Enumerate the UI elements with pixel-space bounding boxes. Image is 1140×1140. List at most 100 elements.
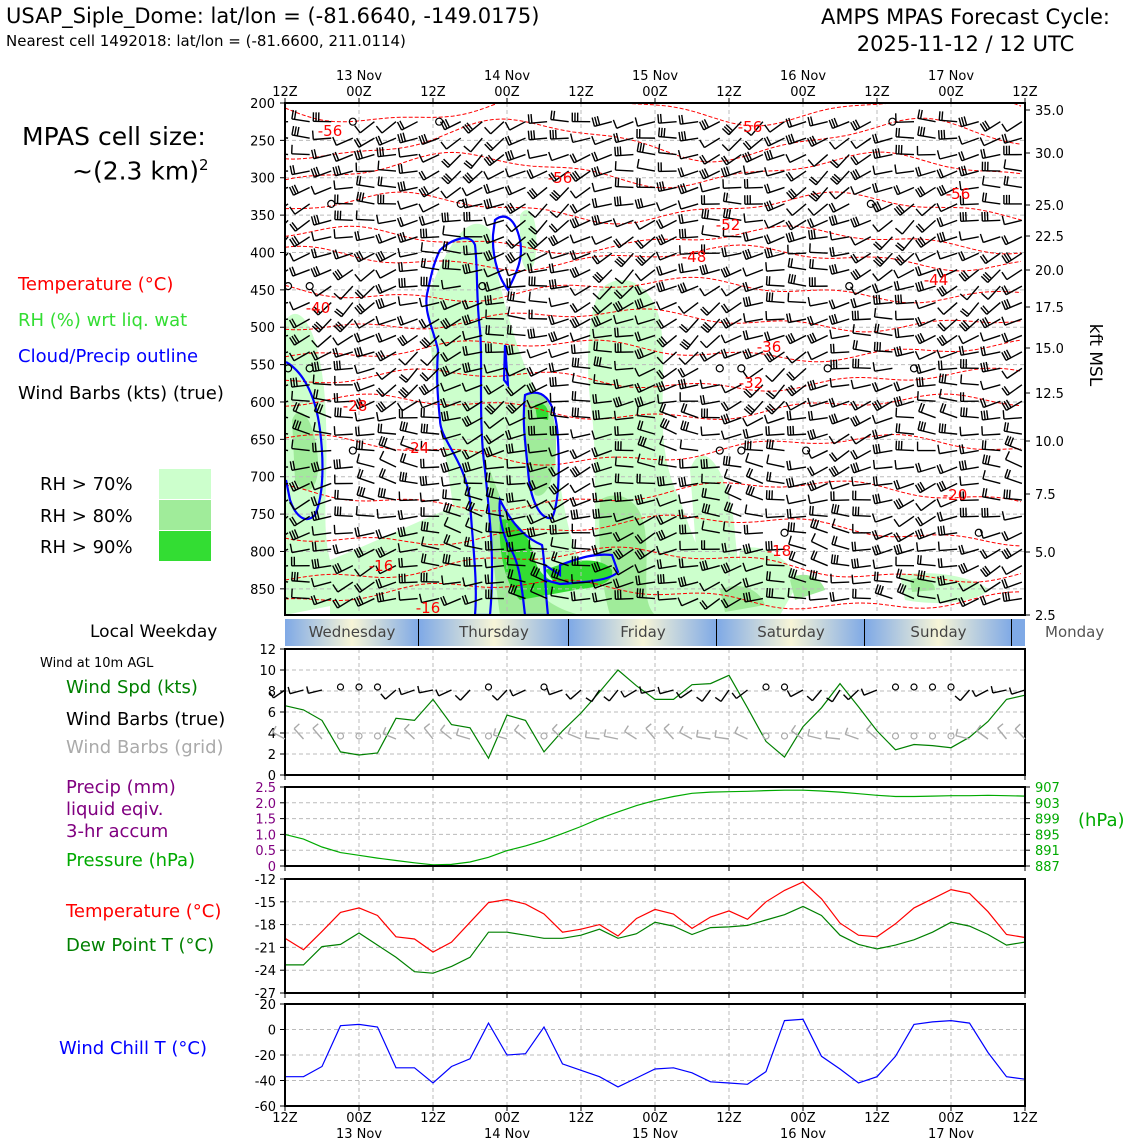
- wind-barb-flag: [960, 374, 963, 384]
- wind-barb-flag: [895, 206, 903, 215]
- wind-barb-flag: [828, 203, 834, 213]
- wind-barb-flag: [404, 422, 409, 432]
- wind-barb-shaft: [530, 400, 548, 409]
- wind-barb-shaft: [285, 219, 289, 225]
- wind-barb: [958, 165, 979, 177]
- wind-barb-flag: [594, 508, 598, 519]
- wind-barbs-true-label: Wind Barbs (true): [66, 709, 226, 730]
- wind-barb: [548, 151, 569, 162]
- wind-barb-shaft: [982, 416, 1001, 421]
- wind-barb-flag: [958, 444, 962, 454]
- wind-barb-flag: [917, 166, 922, 176]
- wind-barb: [356, 486, 375, 501]
- wind-barb-flag: [875, 444, 879, 454]
- wind-barb-flag: [961, 308, 970, 315]
- wind-barb: [852, 490, 871, 501]
- wind-barb-shaft: [421, 466, 440, 469]
- wind-barb-flag: [871, 134, 876, 144]
- wind-barb-flag: [806, 219, 812, 228]
- wind-barb-shaft: [749, 384, 764, 399]
- wind-barb-flag: [288, 352, 295, 362]
- wind-barb-flag: [484, 459, 487, 469]
- wind-barb-flag: [634, 516, 640, 526]
- wind-barb-flag: [725, 266, 731, 276]
- wind-barb-flag: [812, 429, 817, 439]
- wind-barb-flag: [656, 371, 663, 380]
- wind-barb-flag: [922, 570, 926, 581]
- wind-barb-shaft: [486, 367, 505, 374]
- wind-barb-shaft: [421, 499, 440, 503]
- wind-barb-shaft: [339, 318, 354, 333]
- wind-barb-flag: [447, 259, 450, 269]
- wind-barb-shaft: [813, 154, 829, 167]
- wind-barb-shaft: [421, 544, 440, 550]
- wind-barb-flag: [812, 379, 817, 389]
- wind-barb: [894, 460, 915, 470]
- wind-barb-flag: [680, 402, 685, 412]
- wind-barb-flag: [571, 218, 577, 227]
- wind-barb: [353, 137, 375, 148]
- wind-barb-shaft: [660, 318, 677, 330]
- wind-barb-flag: [829, 377, 833, 388]
- wind-barb: [914, 299, 936, 310]
- wind-barb-flag: [310, 511, 315, 521]
- wind-barb-flag: [400, 373, 409, 381]
- wind-barb: [659, 402, 677, 419]
- barb-shaft: [293, 728, 305, 740]
- wind-barb-flag: [400, 527, 404, 537]
- wind-barb-flag: [338, 360, 341, 370]
- height-tick-label: 15.0: [1035, 342, 1064, 357]
- wind-barb-flag: [592, 328, 595, 338]
- wind-barb: [505, 400, 526, 414]
- wind-barb-flag: [487, 325, 491, 335]
- wind-barb-flag: [637, 494, 641, 504]
- wind-barb-flag: [893, 518, 900, 527]
- wind-barb: [785, 477, 807, 489]
- wind-barb: [634, 269, 656, 282]
- wind-barb: [936, 184, 958, 197]
- wind-barb-shaft: [1005, 236, 1023, 246]
- wind-barb-shaft: [466, 433, 483, 445]
- wind-barb-shaft: [831, 236, 850, 241]
- wind-barb: [483, 446, 505, 458]
- wind-barb-flag: [1001, 511, 1005, 521]
- wind-barb: [699, 182, 720, 193]
- wind-barb-shaft: [836, 170, 850, 185]
- wind-barb: [418, 297, 440, 308]
- wind-barb-shaft: [895, 318, 915, 321]
- wind-barb-flag: [763, 235, 769, 245]
- wind-barb-flag: [357, 426, 360, 436]
- wind-barb-flag: [420, 318, 427, 328]
- wind-barb: [418, 399, 440, 409]
- wind-barb-flag: [419, 476, 422, 486]
- height-tick-label: 12.5: [1035, 387, 1064, 402]
- wind-barb-flag: [334, 310, 343, 318]
- wind-barb-shaft: [767, 417, 785, 425]
- wind-barb-flag: [768, 588, 771, 598]
- wind-barb-flag: [292, 401, 298, 411]
- wind-barb: [785, 332, 807, 345]
- wind-barb: [851, 310, 871, 321]
- wind-barb-shaft: [553, 170, 570, 183]
- wind-barb-flag: [529, 582, 535, 592]
- wind-barb: [504, 149, 526, 162]
- wind-barb: [742, 591, 764, 603]
- wind-barb-flag: [699, 379, 703, 389]
- wind-barb-flag: [982, 273, 991, 282]
- wind-barb-flag: [788, 460, 792, 470]
- wind-barb-flag: [873, 571, 876, 581]
- barb-shaft: [791, 730, 804, 740]
- wind-barb: [960, 407, 979, 419]
- wind-barb-flag: [743, 390, 751, 399]
- wind-barb-shaft: [378, 318, 397, 326]
- barb-shaft: [308, 689, 323, 694]
- wind-barb: [506, 555, 526, 567]
- wind-barb-flag: [701, 169, 707, 178]
- wind-barb: [701, 473, 720, 485]
- wind-barb: [634, 382, 656, 393]
- wind-barb-flag: [509, 569, 514, 579]
- wind-barb-shaft: [337, 581, 354, 593]
- wind-barb-flag: [591, 117, 596, 127]
- wind-barb-shaft: [813, 203, 829, 216]
